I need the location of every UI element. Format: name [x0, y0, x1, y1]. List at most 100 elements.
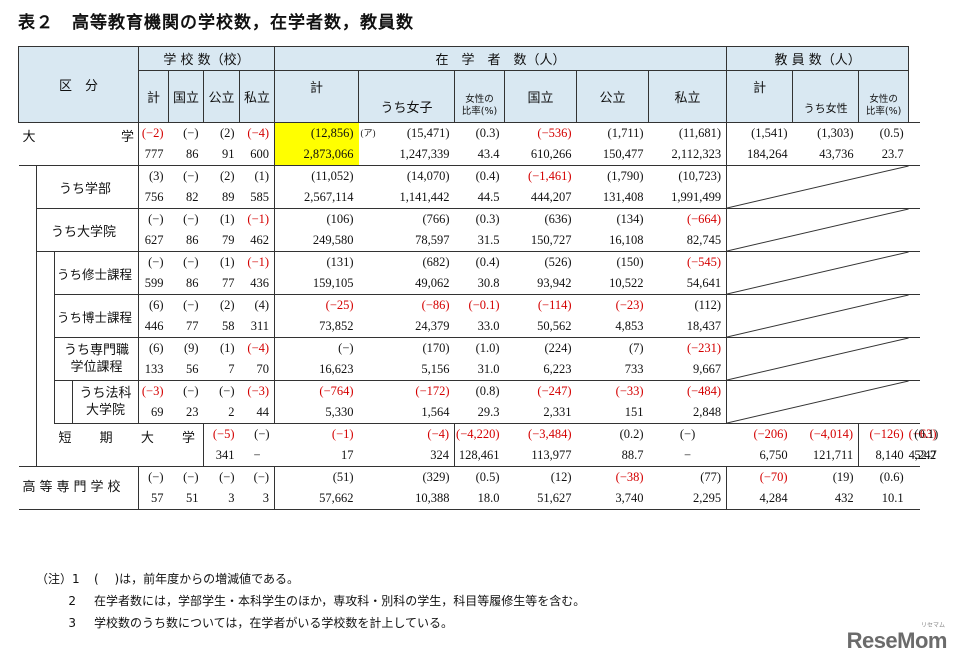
- cell: (−3): [138, 380, 169, 402]
- cell: (−1): [239, 208, 276, 230]
- cell: 88.7: [621, 448, 644, 462]
- header-student-koritsu: 公立: [576, 70, 650, 123]
- cell: (−): [183, 470, 199, 484]
- cell: 585: [239, 187, 276, 209]
- cell: (9): [183, 341, 199, 355]
- cell: 2: [228, 405, 235, 419]
- cell: 599: [138, 273, 169, 295]
- empty-diagonal-cell: [727, 381, 909, 424]
- cell: −: [253, 448, 261, 462]
- cell: 249,580: [312, 233, 354, 247]
- cell: 341: [203, 445, 240, 467]
- cell: 4,284: [759, 491, 788, 505]
- cell: (−1): [331, 427, 354, 441]
- cell: (−545): [648, 251, 728, 273]
- cell: 610,266: [530, 147, 572, 161]
- cell: 4,853: [615, 319, 644, 333]
- header-josei-ratio: 女性の 比率(%): [858, 70, 910, 123]
- cell: 3: [239, 488, 276, 510]
- cell: 77: [186, 319, 199, 333]
- cell: (0.2): [619, 427, 644, 441]
- education-stats-table: 区 分 学 校 数（校） 在 学 者 数（人） 教 員 数（人） 計 国立 公立…: [17, 46, 938, 510]
- cell: (11,681): [648, 122, 728, 144]
- cell: (2): [219, 298, 235, 312]
- cell: (1,541): [751, 126, 788, 140]
- cell: 51: [186, 491, 199, 505]
- header-students: 在 学 者 数（人）: [274, 46, 728, 71]
- cell: 2,567,114: [303, 190, 354, 204]
- cell: 5,330: [325, 405, 354, 419]
- cell: (4): [239, 294, 276, 316]
- cell: 82: [186, 190, 199, 204]
- cell: 16,108: [609, 233, 644, 247]
- table-row: うち法科 大学院 (−3) (−) (−) (−3) (−764) (−172) …: [18, 380, 920, 424]
- cell: (−231): [648, 337, 728, 359]
- cell-highlight: (12,856): [274, 122, 359, 144]
- resemom-logo: リセマム ReseMom: [846, 623, 948, 653]
- table-row: 341 − 17 324 128,461 113,977 88.7 − 6,75…: [19, 445, 937, 467]
- table-row: うち専門職 学位課程 (6) (9) (1) (−4) (−) (170) (1.…: [18, 337, 920, 381]
- row-label-kosen: 高等専門学校: [18, 466, 139, 510]
- cell: (−25): [325, 298, 354, 312]
- header-uchi-joshi: うち女子: [358, 70, 456, 123]
- cell: 91: [222, 147, 235, 161]
- cell: (−): [138, 208, 169, 230]
- cell: (−114): [537, 298, 572, 312]
- cell: 1,991,499: [648, 187, 728, 209]
- header-school-kokuritsu: 国立: [168, 70, 205, 123]
- cell: 1,247,339: [399, 147, 450, 161]
- cell: (−1): [239, 251, 276, 273]
- cell: (1): [219, 341, 235, 355]
- header-joshi-ratio: 女性の 比率(%): [454, 70, 506, 123]
- cell: (−): [183, 255, 199, 269]
- cell: (−): [183, 126, 199, 140]
- cell: 43,736: [819, 147, 854, 161]
- cell: 44: [239, 402, 276, 424]
- cell: 3: [228, 491, 235, 505]
- cell: (1,790): [607, 169, 644, 183]
- cell: 444,207: [530, 190, 572, 204]
- footnote: 2 在学者数には，学部学生・本科学生のほか，専攻科・別科の学生，科目等履修生等を含…: [68, 594, 586, 608]
- cell: (1): [219, 212, 235, 226]
- cell: (0.5): [475, 470, 500, 484]
- cell: (−3): [239, 380, 276, 402]
- indent-spacer: [18, 165, 37, 467]
- cell: 51,627: [537, 491, 572, 505]
- cell: (−): [338, 341, 354, 355]
- cell: 82,745: [648, 230, 728, 252]
- cell: (170): [422, 341, 450, 355]
- cell: 133: [138, 359, 169, 381]
- cell: 16,623: [319, 362, 354, 376]
- cell: 9,667: [648, 359, 728, 381]
- row-label-houka: うち法科 大学院: [71, 380, 139, 424]
- cell: 311: [239, 316, 276, 338]
- header-school-kei: 計: [138, 70, 170, 123]
- cell: (6): [138, 294, 169, 316]
- cell: 77: [222, 276, 235, 290]
- cell: (−247): [537, 384, 572, 398]
- cell: (77): [648, 466, 728, 488]
- cell: (−): [254, 427, 270, 441]
- cell: 23.7: [881, 147, 904, 161]
- cell: (−536): [537, 126, 572, 140]
- cell: (−0.1): [468, 298, 500, 312]
- cell: (0.3): [475, 126, 500, 140]
- cell: 2,331: [543, 405, 572, 419]
- cell: 113,977: [531, 448, 572, 462]
- row-label-tanki: 短期大学: [58, 431, 195, 446]
- cell: 1,564: [421, 405, 450, 419]
- cell: 600: [239, 144, 276, 166]
- footnotes: （注）1( )は，前年度からの増減値である。 2 在学者数には，学部学生・本科学生…: [36, 568, 585, 634]
- cell: (−): [183, 212, 199, 226]
- cell: (−4): [358, 423, 456, 445]
- table-row: 57 51 3 3 57,662 10,388 18.0 51,627 3,74…: [18, 488, 920, 510]
- table-row: うち大学院 (−) (−) (1) (−1) (106) (766) (0.3)…: [18, 208, 920, 252]
- cell: (−4): [239, 122, 276, 144]
- cell: 86: [186, 147, 199, 161]
- cell: (−484): [648, 380, 728, 402]
- empty-diagonal-cell: [727, 338, 909, 381]
- table-row: 627 86 79 462 249,580 78,597 31.5 150,72…: [19, 230, 921, 252]
- cell: (−38): [615, 470, 644, 484]
- table-row: うち修士課程 (−) (−) (1) (−1) (131) (682) (0.4…: [18, 251, 920, 467]
- cell: (1,303): [817, 126, 854, 140]
